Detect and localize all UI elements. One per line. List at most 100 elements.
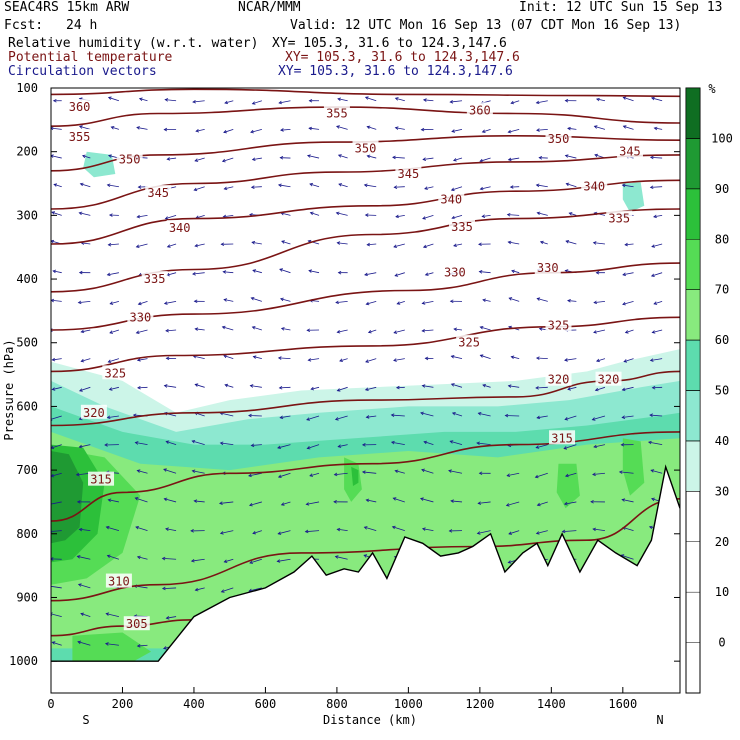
circulation-vector [395, 214, 405, 219]
circulation-vector [77, 300, 91, 305]
circulation-vector [361, 470, 377, 474]
y-tick-label: 200 [16, 145, 38, 159]
y-tick-label: 600 [16, 399, 38, 413]
circulation-vector [161, 556, 177, 561]
colorbar-swatch [685, 390, 701, 442]
circulation-vector [107, 242, 119, 247]
circulation-vector [51, 501, 62, 506]
circulation-vector [306, 415, 320, 421]
field-theta-name: Potential temperature [8, 50, 173, 65]
circulation-vector [280, 327, 291, 331]
init-time: Init: 12 UTC Sun 15 Sep 13 [519, 0, 723, 15]
circulation-vector [482, 298, 491, 303]
circulation-vector [653, 214, 663, 219]
circulation-vector [511, 269, 520, 274]
circulation-vector [134, 497, 148, 503]
circulation-vector [251, 326, 262, 331]
rh-region-80 [351, 466, 359, 486]
theta-label: 355 [69, 130, 91, 144]
rh-region-70 [622, 438, 645, 496]
circulation-vector [75, 472, 91, 477]
circulation-vector [508, 297, 520, 302]
circulation-vector [219, 530, 234, 535]
circulation-vector [166, 243, 177, 248]
circulation-vector [479, 186, 491, 191]
circulation-vector [365, 498, 377, 503]
circulation-vector [137, 385, 148, 390]
circulation-vector [251, 240, 262, 245]
circulation-vector [137, 300, 148, 306]
circulation-vector [248, 472, 262, 478]
circulation-vector [223, 186, 234, 191]
circulation-vector [136, 555, 148, 560]
circulation-vector [165, 615, 177, 620]
circulation-vector [367, 329, 377, 334]
circulation-vector [535, 530, 548, 535]
y-tick-label: 800 [16, 527, 38, 541]
circulation-vector [510, 355, 520, 360]
circulation-vector [366, 125, 377, 130]
circulation-vector [508, 530, 520, 535]
circulation-vector [193, 499, 205, 503]
circulation-vector [252, 269, 262, 274]
theta-label: 350 [548, 132, 570, 146]
circulation-vector [476, 530, 491, 535]
theta-label: 335 [451, 220, 473, 234]
circulation-vector [624, 329, 634, 334]
circulation-vector [567, 386, 577, 391]
circulation-vector [279, 268, 291, 274]
circulation-vector [194, 243, 205, 248]
circulation-vector [335, 125, 348, 130]
circulation-vector [307, 358, 320, 362]
circulation-vector [251, 157, 262, 161]
circulation-vector [80, 612, 91, 617]
circulation-vector [393, 329, 405, 334]
circulation-vector [593, 444, 606, 449]
circulation-vector [309, 182, 320, 188]
circulation-vector [164, 98, 177, 102]
circulation-vector [165, 527, 177, 532]
circulation-vector [250, 129, 262, 134]
circulation-vector [363, 526, 377, 531]
circulation-vector [564, 472, 577, 478]
circulation-vector [592, 472, 605, 477]
circulation-vector [223, 354, 234, 360]
colorbar-tick-label: 100 [711, 131, 733, 145]
circulation-vector [78, 211, 91, 216]
circulation-vector [221, 157, 234, 163]
circulation-vector [449, 299, 462, 304]
circulation-vector [477, 501, 491, 505]
circulation-vector [77, 640, 91, 646]
circulation-vector [250, 443, 262, 448]
circulation-vector [335, 211, 348, 216]
circulation-vector [420, 127, 434, 132]
circulation-vector [109, 329, 120, 334]
circulation-vector [594, 386, 606, 392]
circulation-vector [163, 468, 177, 474]
circulation-vector [277, 472, 291, 478]
circulation-vector [250, 185, 262, 189]
circulation-vector [649, 185, 663, 190]
circulation-vector [194, 327, 205, 331]
circulation-vector [504, 413, 520, 418]
circulation-vector [250, 297, 262, 302]
colorbar-swatch [685, 239, 701, 290]
circulation-vector [651, 243, 663, 248]
circulation-vector [279, 297, 291, 302]
circulation-vector [106, 183, 119, 188]
circulation-vector [79, 125, 91, 130]
circulation-vector [534, 472, 548, 479]
circulation-vector [650, 96, 663, 102]
circulation-vector [424, 272, 434, 276]
circulation-vector [108, 213, 119, 217]
x-tick-label: 1200 [465, 697, 494, 711]
rh-region-70 [72, 632, 152, 668]
circulation-vector [391, 525, 405, 531]
theta-label: 360 [469, 103, 491, 117]
circulation-vector [621, 386, 634, 392]
theta-label: 330 [537, 261, 559, 275]
circulation-vector [624, 242, 634, 247]
circulation-vector [506, 212, 520, 217]
circulation-vector [507, 129, 520, 134]
